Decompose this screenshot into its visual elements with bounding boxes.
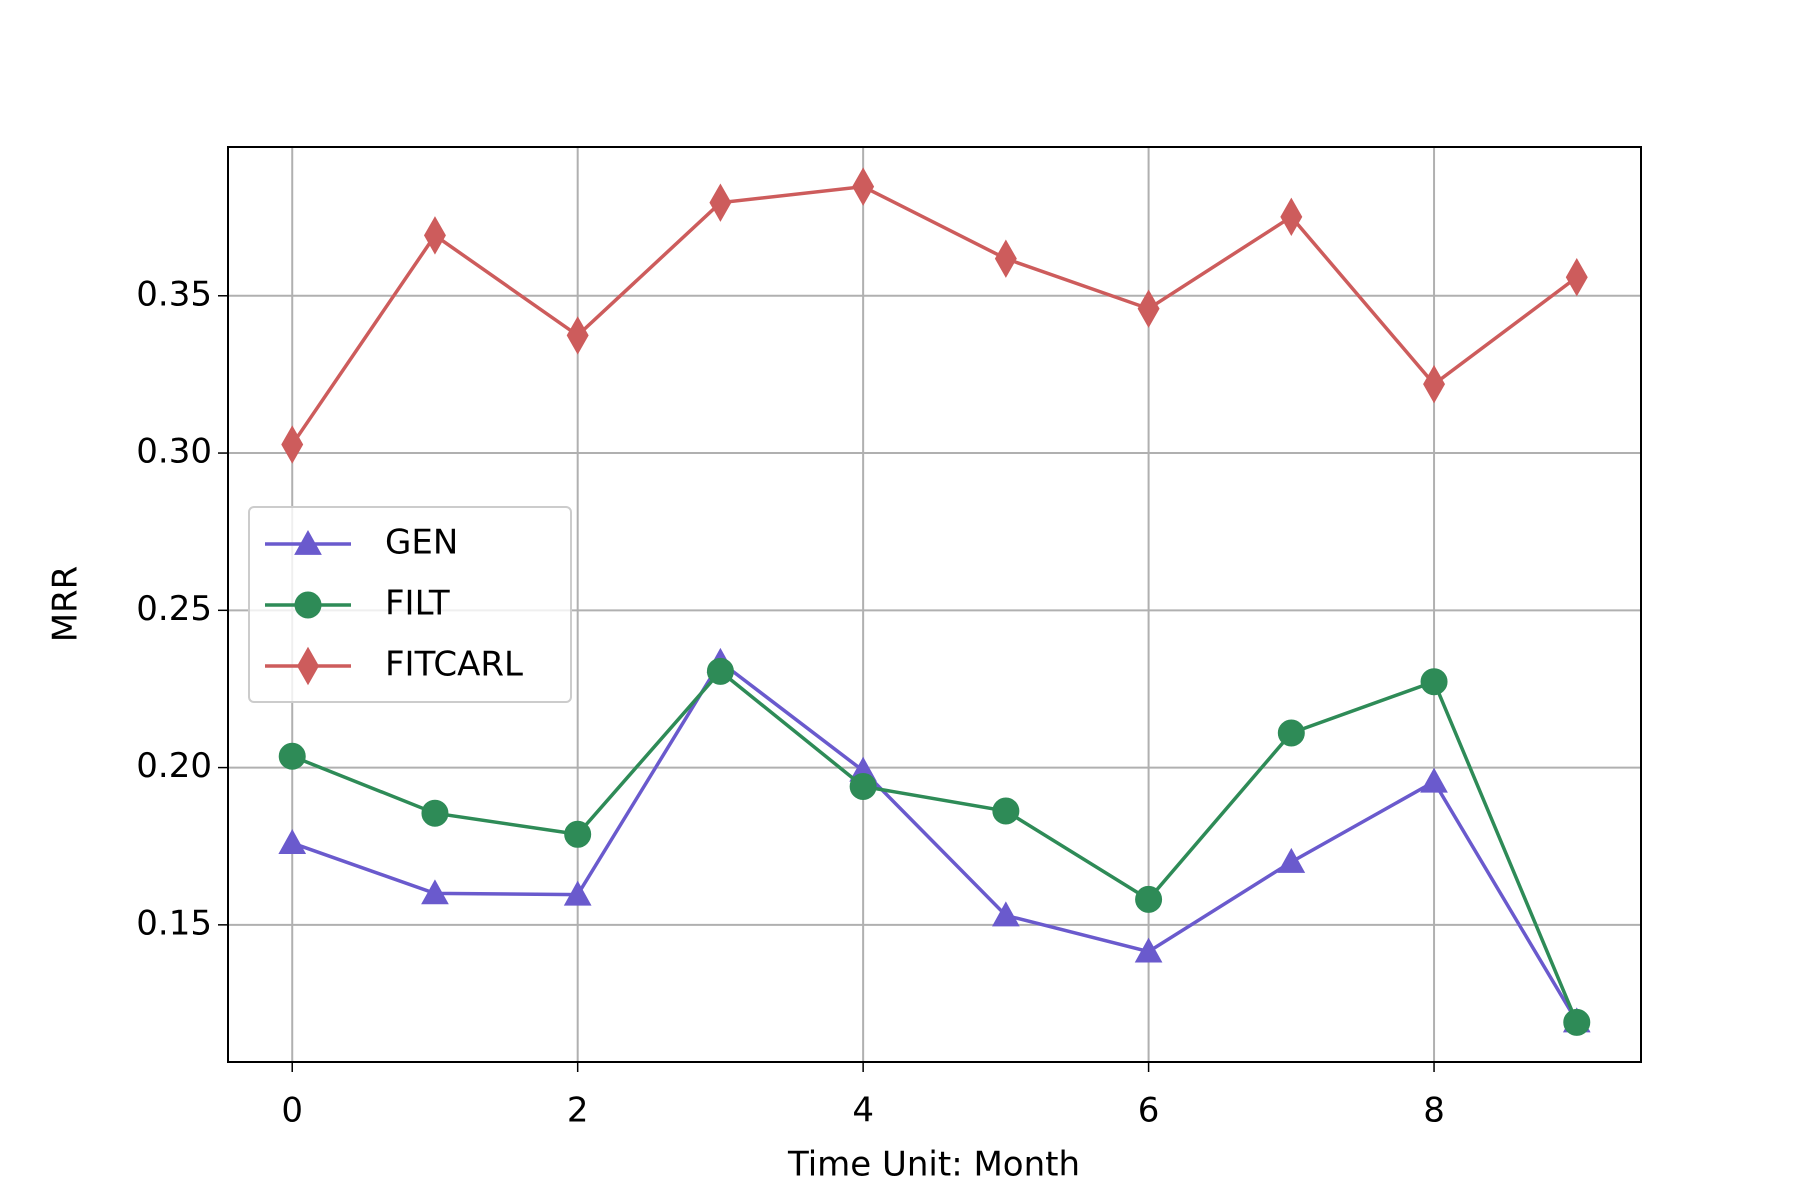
legend-marker (297, 646, 319, 686)
data-point (992, 901, 1020, 927)
data-point (421, 799, 449, 827)
data-point (1135, 885, 1163, 913)
x-tick-label: 0 (281, 1091, 303, 1131)
data-point (849, 772, 877, 800)
data-point (852, 167, 875, 206)
data-point (1565, 258, 1588, 297)
series-line (291, 659, 1579, 1023)
data-point (992, 797, 1020, 825)
data-point (709, 183, 732, 222)
y-axis-label: MRR (46, 566, 86, 643)
data-point (994, 239, 1017, 278)
data-point (1277, 719, 1305, 747)
data-point (423, 216, 446, 255)
y-tick-label: 0.30 (136, 432, 212, 472)
legend-marker (294, 529, 322, 555)
legend-label: FILT (385, 584, 450, 624)
plot-frame (227, 146, 1642, 1063)
data-point (1137, 289, 1160, 328)
data-point (1280, 197, 1303, 237)
y-tick-label: 0.15 (136, 903, 212, 943)
y-tick-label: 0.25 (136, 589, 212, 629)
x-tick-label: 8 (1423, 1091, 1445, 1131)
data-point (278, 742, 306, 770)
data-point (1134, 937, 1163, 963)
data-point (1420, 767, 1448, 793)
legend: GEN FILT FITCARL (248, 506, 572, 703)
data-point (1563, 1008, 1591, 1036)
data-point (564, 820, 592, 848)
legend-label: FITCARL (385, 645, 523, 685)
series-line (291, 668, 1579, 1024)
legend-box (248, 506, 572, 703)
legend-marker (294, 591, 322, 619)
y-tick-label: 0.35 (136, 274, 212, 314)
data-point (421, 879, 449, 905)
legend-label: GEN (385, 523, 458, 563)
data-point (278, 829, 307, 854)
x-tick-label: 4 (852, 1091, 874, 1131)
y-tick-label: 0.20 (136, 746, 212, 786)
data-point (1420, 668, 1448, 696)
series-line (290, 184, 1578, 446)
data-point (706, 657, 734, 685)
x-axis-label: Time Unit: Month (787, 1145, 1080, 1185)
data-point (281, 425, 304, 464)
x-tick-label: 2 (567, 1091, 589, 1131)
data-point (566, 316, 589, 355)
data-point (1277, 847, 1306, 873)
x-tick-label: 6 (1138, 1091, 1160, 1131)
data-point (1423, 364, 1446, 404)
data-point (563, 880, 592, 906)
